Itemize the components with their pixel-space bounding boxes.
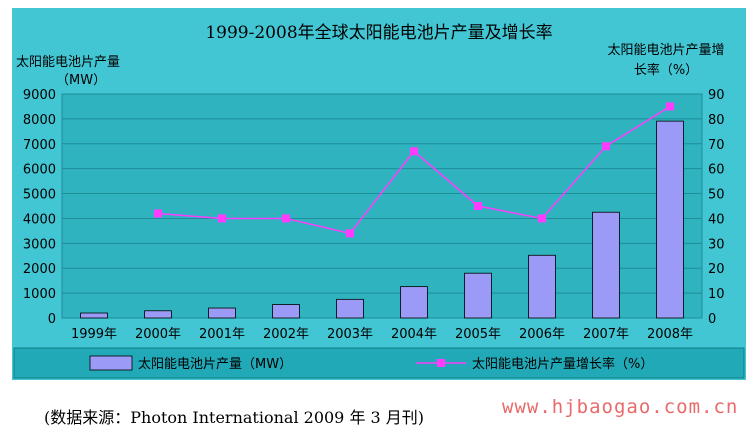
bar	[208, 307, 236, 319]
y-right-tick-label: 10	[708, 287, 725, 302]
growth-point	[282, 214, 290, 223]
growth-point	[602, 142, 610, 151]
x-tick-label: 2007年	[583, 327, 629, 342]
y-right-tick-label: 50	[708, 188, 725, 203]
line-layer	[154, 102, 674, 238]
legend-line-marker	[437, 359, 445, 367]
legend-bar-swatch	[89, 355, 133, 371]
y-right-tick-label: 20	[708, 262, 725, 277]
y-left-tick-label: 5000	[23, 188, 56, 203]
y-right-tick-label: 90	[708, 88, 725, 103]
tick-layer: 0 1000 2000 3000 4000 5000 6000 7000 8000 9000 0 10…	[23, 88, 725, 342]
y-left-tick-label: 0	[48, 312, 56, 327]
y-right-tick-label: 40	[708, 212, 725, 227]
bar	[80, 312, 108, 319]
y-left-tick-label: 3000	[23, 237, 56, 252]
y-right-tick-label: 70	[708, 138, 725, 153]
y-left-tick-label: 6000	[23, 163, 56, 178]
y-left-tick-label: 1000	[23, 287, 56, 302]
growth-point	[410, 147, 418, 156]
y-left-axis-title-line1: 太阳能电池片产量	[16, 55, 120, 70]
bar	[400, 286, 428, 319]
bar	[464, 272, 492, 319]
growth-point	[538, 214, 546, 223]
bar	[656, 120, 684, 319]
source-note: (数据来源：Photon International 2009 年 3 月刊)	[44, 408, 425, 427]
y-left-tick-label: 7000	[23, 138, 56, 153]
legend-box	[13, 347, 745, 379]
bar	[528, 254, 556, 319]
y-right-tick-label: 30	[708, 237, 725, 252]
growth-point	[346, 229, 354, 238]
bar	[336, 298, 364, 319]
y-right-tick-label: 0	[708, 312, 716, 327]
chart-frame: 1999-2008年全球太阳能电池片产量及增长率 太阳能电池片产量 （MW） 太…	[12, 8, 746, 380]
legend-bar-label: 太阳能电池片产量（MW）	[138, 357, 292, 372]
y-left-tick-label: 2000	[23, 262, 56, 277]
y-right-tick-label: 60	[708, 163, 725, 178]
y-right-axis-title-line2: 长率（%）	[634, 62, 698, 78]
x-tick-label: 2005年	[455, 327, 501, 342]
x-tick-label: 2008年	[647, 327, 693, 342]
x-tick-label: 2002年	[263, 327, 309, 342]
growth-point	[154, 209, 162, 218]
y-left-tick-label: 8000	[23, 113, 56, 128]
bar	[272, 304, 300, 319]
y-right-axis-title-line1: 太阳能电池片产量增	[607, 43, 724, 58]
y-left-tick-label: 9000	[23, 88, 56, 103]
y-right-tick-label: 80	[708, 113, 725, 128]
x-tick-label: 2001年	[199, 327, 245, 342]
x-tick-label: 1999年	[71, 327, 117, 342]
y-left-tick-label: 4000	[23, 212, 56, 227]
chart-title: 1999-2008年全球太阳能电池片产量及增长率	[205, 23, 552, 43]
growth-point	[666, 102, 674, 111]
x-tick-label: 2006年	[519, 327, 565, 342]
bar	[592, 211, 620, 319]
legend-line-label: 太阳能电池片产量增长率（%）	[472, 356, 653, 372]
chart-svg: 1999-2008年全球太阳能电池片产量及增长率 太阳能电池片产量 （MW） 太…	[13, 23, 745, 379]
bar-layer	[80, 120, 684, 319]
y-left-axis-title-line2: （MW）	[56, 73, 106, 88]
watermark: www.hjbaogao.com.cn	[502, 396, 739, 418]
x-tick-label: 2000年	[135, 327, 181, 342]
bar	[144, 310, 172, 319]
x-tick-label: 2003年	[327, 327, 373, 342]
growth-point	[474, 202, 482, 210]
x-tick-label: 2004年	[391, 327, 437, 342]
growth-point	[218, 214, 226, 223]
